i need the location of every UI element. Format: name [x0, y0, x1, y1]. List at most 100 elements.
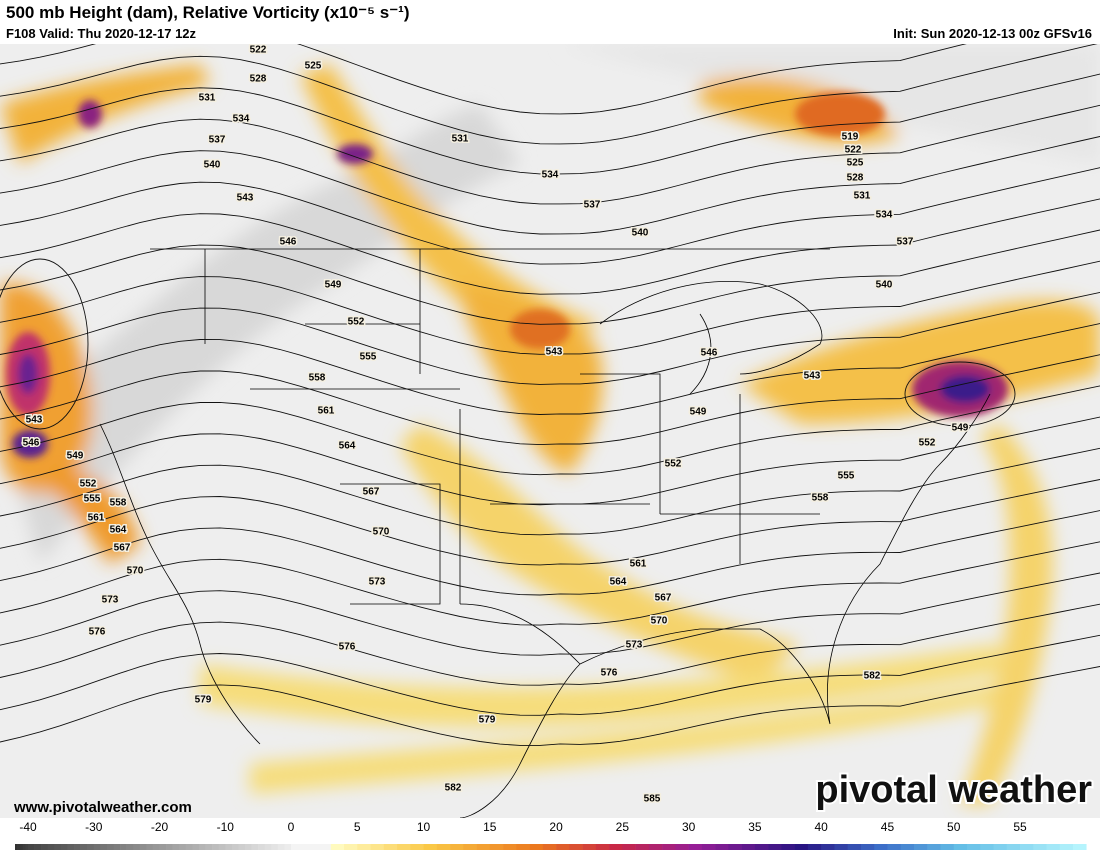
contour-label: 549 [952, 423, 969, 434]
colorbar-cell [166, 844, 173, 850]
colorbar-cell [993, 844, 1008, 850]
contour-label: 573 [369, 577, 386, 588]
contour-label: 546 [23, 438, 40, 449]
colorbar-cell [900, 844, 915, 850]
colorbar-cell [834, 844, 848, 850]
contour-label: 543 [546, 347, 563, 358]
contour-line [904, 361, 1016, 427]
colorbar-cell [953, 844, 968, 850]
colorbar-cell [807, 844, 822, 850]
colorbar-cell [179, 844, 187, 850]
contour-label: 576 [339, 642, 356, 653]
colorbar-cell [133, 844, 141, 850]
colorbar-cell [1020, 844, 1034, 850]
colorbar-cell [516, 844, 530, 850]
vorticity-maxima [6, 92, 1008, 458]
colorbar-cell [15, 844, 18, 850]
contour-label: 552 [665, 459, 682, 470]
contour-line [0, 447, 1100, 536]
colorbar-cell [410, 844, 424, 850]
colorbar-cell [41, 844, 49, 850]
contour-line [0, 291, 1100, 385]
contour-line [0, 73, 1100, 175]
colorbar-cell [595, 844, 610, 850]
colorbar-cell [93, 844, 101, 850]
colorbar-cell [17, 844, 21, 850]
colorbar-cell [874, 844, 888, 850]
colorbar-cell [146, 844, 154, 850]
colorbar-tick-label: 15 [483, 820, 497, 834]
colorbar-cell [120, 844, 127, 850]
contour-label: 549 [325, 280, 342, 291]
contour-label: 522 [250, 45, 267, 56]
colorbar-cell [821, 844, 835, 850]
title: 500 mb Height (dam), Relative Vorticity … [6, 3, 410, 22]
contour-line [0, 44, 1098, 145]
colorbar-cell [80, 844, 88, 850]
contour-line [0, 323, 1100, 415]
colorbar-cell [60, 844, 68, 850]
colorbar-cell [218, 844, 226, 850]
colorbar-cell [284, 844, 292, 850]
colorbar-tick-label: 25 [616, 820, 630, 834]
colorbar-cell [622, 844, 636, 850]
colorbar-cell [258, 844, 265, 850]
colorbar-cell [152, 844, 160, 850]
contour-line [0, 572, 1100, 656]
contour-label: 537 [209, 135, 226, 146]
colorbar-cell [648, 844, 663, 850]
colorbar-tick-label: -30 [85, 820, 103, 834]
contour-label: 543 [804, 371, 821, 382]
contour-label: 540 [632, 228, 649, 239]
colorbar-cell [423, 844, 438, 850]
colorbar-tick-label: 35 [748, 820, 762, 834]
contour-line [0, 260, 1100, 355]
colorbar-cell [238, 844, 246, 850]
contour-line [0, 541, 1100, 626]
colorbar-cell [244, 844, 252, 850]
colorbar-cell [463, 844, 477, 850]
contour-label: 558 [812, 493, 829, 504]
colorbar-tick-label: -20 [151, 820, 169, 834]
colorbar-cell [47, 844, 55, 850]
colorbar-cell [172, 844, 180, 850]
contour-line [0, 416, 1100, 506]
colorbar-cell [715, 844, 729, 850]
colorbar-cell [1059, 844, 1074, 850]
colorbar-ticks: -40 -30 -20 -10 0 5 10 15 20 25 30 35 40 45 50 55 [19, 820, 1027, 834]
contour-label: 564 [339, 441, 356, 452]
colorbar-cell [754, 844, 769, 850]
colorbar-cell [34, 844, 42, 850]
colorbar-cell [635, 844, 650, 850]
colorbar-cell [728, 844, 742, 850]
contour-label: 543 [26, 415, 43, 426]
contour-label: 522 [845, 145, 862, 156]
contour-label: 546 [701, 348, 718, 359]
colorbar-cell [139, 844, 147, 850]
contour-line [0, 167, 1100, 265]
colorbar-tick-label: 10 [417, 820, 431, 834]
colorbar-cell [205, 844, 213, 850]
contour-label: 555 [84, 494, 101, 505]
colorbar-cell [87, 844, 95, 850]
colorbar-cell [542, 844, 557, 850]
contour-label: 537 [584, 200, 601, 211]
contour-label: 579 [195, 695, 212, 706]
colorbar-cell [701, 844, 716, 850]
colorbar-cell [476, 844, 491, 850]
contour-label: 519 [842, 132, 859, 143]
colorbar-cell [1006, 844, 1021, 850]
contour-label: 570 [651, 616, 668, 627]
contour-label: 552 [80, 479, 97, 490]
contour-label: 531 [199, 93, 216, 104]
contour-line [0, 258, 89, 430]
colorbar: -40 -30 -20 -10 0 5 10 15 20 25 30 35 40 45 50 55 [15, 820, 1087, 850]
colorbar-cells [15, 844, 1087, 850]
contour-label: 561 [318, 406, 335, 417]
contour-label: 534 [542, 170, 559, 181]
colorbar-cell [609, 844, 623, 850]
colorbar-cell [317, 844, 332, 850]
init-time: Init: Sun 2020-12-13 00z GFSv16 [893, 26, 1092, 41]
contour-label: 555 [838, 471, 855, 482]
